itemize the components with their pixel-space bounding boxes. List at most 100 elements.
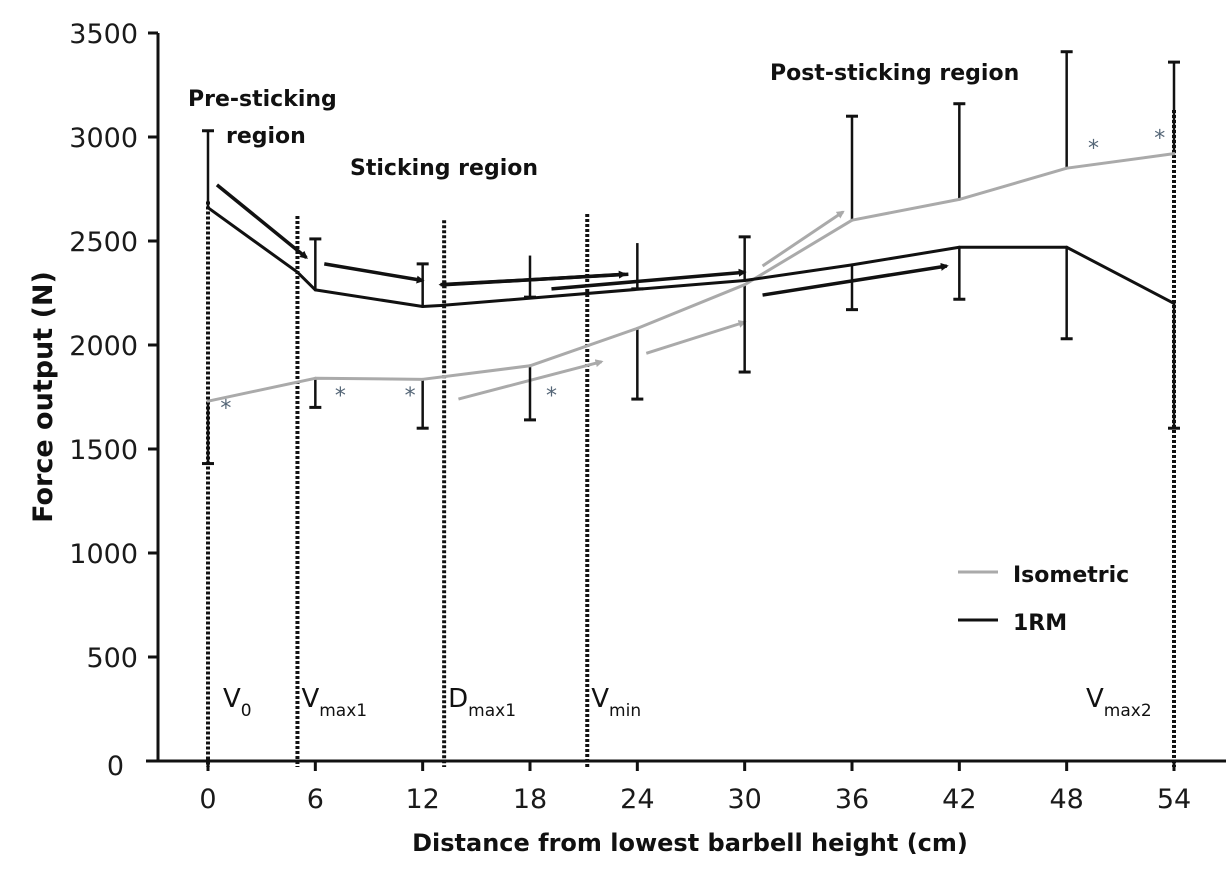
error-bar-1rm	[953, 247, 966, 301]
data-point-isometric	[635, 326, 639, 330]
region-label-pre-sticking-line2: region	[226, 124, 306, 149]
axes: 0 500 1000 1500 2000 2500 3000 3500 0 6 12 18 24 30 36…	[69, 19, 1226, 815]
data-point-isometric	[957, 197, 961, 201]
data-point-isometric	[528, 364, 532, 368]
error-bar-isometric	[631, 328, 644, 401]
data-point-isometric	[206, 399, 210, 403]
significance-star: *	[405, 384, 416, 409]
data-point-1rm	[206, 206, 210, 210]
series-isometric	[202, 50, 1180, 466]
marker-label-sub: max1	[319, 701, 367, 721]
data-point-1rm	[313, 288, 317, 292]
significance-star: *	[335, 384, 346, 409]
trend-arrow-isometric	[645, 320, 747, 355]
error-bar-isometric	[524, 365, 536, 422]
trend-arrow-isometric	[761, 210, 845, 268]
legend-label-isometric: Isometric	[1013, 563, 1129, 588]
x-tick-label: 24	[620, 784, 654, 815]
data-point-1rm	[957, 245, 961, 249]
data-point-isometric	[313, 376, 317, 380]
y-tick-label: 500	[86, 643, 138, 674]
data-point-1rm	[421, 305, 425, 309]
error-bar-1rm	[1168, 303, 1180, 430]
marker-label-main: V	[223, 684, 241, 714]
x-tick-label: 36	[835, 784, 869, 815]
data-point-isometric	[1065, 166, 1069, 170]
x-tick-label: 30	[727, 784, 761, 815]
x-tick-label: 0	[199, 784, 216, 815]
y-tick-label: 3500	[69, 19, 138, 50]
x-tick-label: 18	[513, 784, 547, 815]
error-bar-1rm	[738, 235, 751, 281]
significance-star: *	[1154, 126, 1165, 151]
error-bar-isometric	[416, 379, 429, 430]
region-label-sticking: Sticking region	[350, 156, 538, 181]
region-label-pre-sticking-line1: Pre-sticking	[188, 87, 337, 112]
data-point-isometric	[743, 283, 747, 287]
marker-label-sub: max2	[1104, 701, 1152, 721]
x-tick-label: 48	[1049, 784, 1083, 815]
series-1rm	[202, 129, 1180, 430]
error-bar-1rm	[416, 262, 429, 307]
marker-label-sub: 0	[241, 701, 252, 721]
error-bar-isometric	[738, 284, 751, 374]
significance-markers: * * * * * *	[220, 126, 1165, 421]
y-tick-label: 2000	[69, 331, 138, 362]
significance-star: *	[220, 397, 231, 422]
region-label-pre-sticking: Pre-sticking region	[188, 87, 344, 149]
vertical-marker-label: Vmax1	[301, 684, 367, 721]
error-bar-1rm	[524, 255, 536, 299]
y-tick-label: 1000	[69, 539, 138, 570]
significance-star: *	[546, 384, 557, 409]
data-point-1rm	[439, 303, 443, 307]
x-axis-title: Distance from lowest barbell height (cm)	[412, 829, 968, 857]
x-tick-label: 42	[942, 784, 976, 815]
error-bar-isometric	[953, 102, 966, 200]
error-bar-isometric	[1060, 50, 1073, 169]
data-point-isometric	[1172, 152, 1176, 156]
trend-arrow-1rm	[323, 262, 425, 284]
x-tick-label: 6	[307, 784, 324, 815]
data-point-1rm	[850, 263, 854, 267]
x-tick-label: 54	[1157, 784, 1191, 815]
error-bar-isometric	[202, 401, 214, 466]
error-bar-1rm	[202, 129, 214, 208]
trend-arrow-1rm	[445, 270, 627, 287]
y-tick-label: 1500	[69, 435, 138, 466]
significance-star: *	[1088, 137, 1099, 162]
data-point-isometric	[850, 218, 854, 222]
vertical-marker-label: V0	[223, 684, 252, 721]
trend-arrow-1rm	[762, 262, 949, 297]
region-label-post-sticking: Post-sticking region	[770, 61, 1019, 86]
legend-label-1rm: 1RM	[1013, 611, 1067, 636]
x-tick-label: 12	[405, 784, 439, 815]
trend-arrow-1rm	[215, 183, 308, 259]
data-point-isometric	[421, 377, 425, 381]
data-point-1rm	[295, 270, 299, 274]
vertical-marker-lines: V0 Vmax1 Dmax1 Vmin Vmax2	[206, 109, 1176, 767]
marker-label-main: V	[591, 684, 609, 714]
error-bar-1rm	[1060, 247, 1073, 341]
vertical-marker-label: Vmax2	[1086, 684, 1152, 721]
error-bar-isometric	[1168, 60, 1180, 154]
error-bar-1rm	[309, 237, 322, 290]
trend-arrows	[215, 183, 949, 401]
series-line-1rm	[207, 206, 1175, 309]
marker-label-main: D	[448, 684, 468, 714]
error-bar-isometric	[846, 114, 858, 221]
data-point-1rm	[743, 279, 747, 283]
vertical-marker-label: Dmax1	[448, 684, 516, 721]
marker-label-main: V	[301, 684, 319, 714]
vertical-marker-label: Vmin	[591, 684, 641, 721]
data-point-1rm	[1172, 301, 1176, 305]
error-bar-isometric	[309, 378, 322, 409]
y-tick-label: 3000	[69, 123, 138, 154]
series-layer	[202, 50, 1180, 466]
y-tick-label: 2500	[69, 227, 138, 258]
marker-label-main: V	[1086, 684, 1104, 714]
series-line-isometric	[207, 152, 1175, 403]
marker-label-sub: max1	[468, 701, 516, 721]
y-axis-title: Force output (N)	[28, 271, 59, 523]
error-bar-1rm	[846, 264, 858, 312]
